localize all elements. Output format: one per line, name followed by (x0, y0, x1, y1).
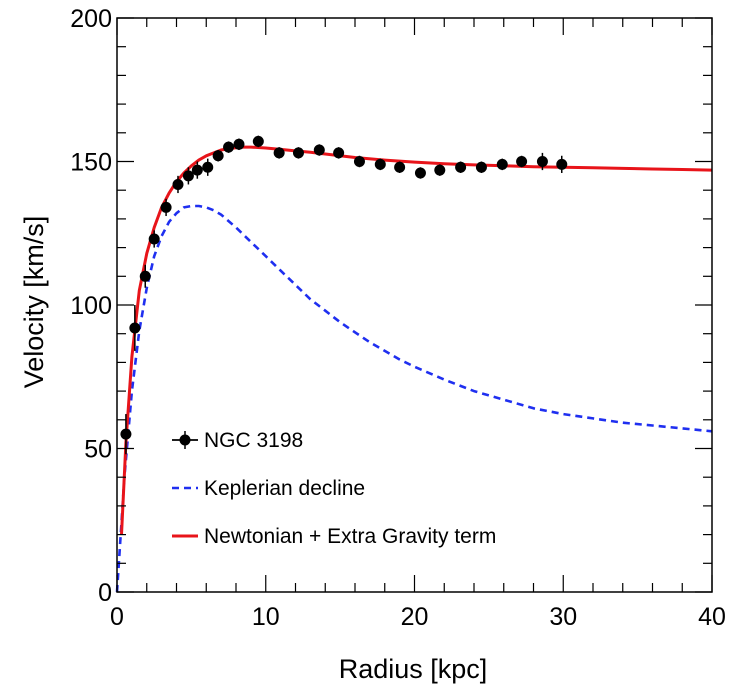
data-marker (129, 322, 141, 334)
data-point (129, 305, 141, 351)
data-marker (353, 156, 365, 167)
data-marker (333, 147, 345, 159)
legend-label: NGC 3198 (204, 429, 303, 452)
data-marker (536, 156, 548, 167)
data-point (160, 198, 172, 217)
data-marker (120, 428, 132, 440)
data-marker (516, 156, 528, 167)
y-tick-label: 0 (98, 579, 112, 607)
data-marker (292, 147, 304, 159)
data-marker (191, 164, 203, 176)
data-marker (394, 161, 406, 173)
y-tick-label: 150 (70, 149, 112, 177)
legend-label: Newtonian + Extra Gravity term (204, 525, 496, 548)
y-axis-title: Velocity [km/s] (19, 216, 49, 389)
data-point (475, 161, 487, 173)
data-marker (273, 147, 285, 159)
legend-entry: NGC 3198 (172, 429, 303, 452)
data-marker (556, 158, 568, 170)
legend-swatch-marker (179, 434, 191, 446)
data-point (212, 150, 224, 162)
x-tick-label: 20 (401, 603, 429, 631)
data-marker (496, 158, 508, 170)
x-tick-label: 40 (698, 603, 726, 631)
x-tick-label: 0 (110, 603, 124, 631)
data-point (496, 158, 508, 171)
data-point (223, 141, 235, 153)
data-point (139, 264, 151, 288)
data-point (191, 161, 203, 179)
data-point (273, 147, 285, 159)
data-point (374, 158, 386, 171)
data-point (252, 135, 264, 148)
legend-label: Keplerian decline (204, 477, 365, 500)
data-point (556, 155, 568, 173)
data-marker (434, 164, 446, 176)
data-point (120, 414, 132, 455)
data-point (353, 155, 365, 168)
series-layer (115, 135, 713, 593)
y-tick-label: 50 (84, 436, 112, 464)
legend-entry: Keplerian decline (172, 477, 365, 500)
data-point (292, 147, 304, 159)
data-point (394, 161, 406, 173)
y-tick-label: 100 (70, 292, 112, 320)
x-axis-title: Radius [kpc] (339, 654, 488, 684)
keplerian-curve (115, 204, 713, 593)
data-marker (223, 141, 235, 153)
data-marker (182, 170, 194, 182)
data-marker (252, 135, 264, 147)
x-tick-label: 10 (252, 603, 280, 631)
data-point (333, 147, 345, 159)
data-marker (475, 161, 487, 173)
data-point (414, 167, 426, 179)
data-point (434, 164, 446, 176)
data-point (148, 230, 160, 248)
data-marker (148, 233, 160, 245)
data-marker (455, 161, 467, 173)
data-marker (202, 161, 214, 173)
data-point (233, 138, 245, 151)
data-point (172, 175, 184, 194)
data-point (182, 167, 194, 185)
data-point (202, 158, 214, 176)
data-marker (374, 158, 386, 170)
data-marker (414, 167, 426, 179)
y-tick-label: 200 (70, 5, 112, 33)
data-point (516, 155, 528, 168)
data-point (536, 152, 548, 171)
data-marker (160, 201, 172, 213)
data-point (313, 144, 325, 156)
x-tick-label: 30 (549, 603, 577, 631)
data-marker (212, 150, 224, 162)
data-marker (139, 270, 151, 282)
axes-layer: 0 10 20 30 40 0 50 100 150 200 (70, 5, 726, 631)
legend-entry: Newtonian + Extra Gravity term (172, 525, 496, 548)
legend: NGC 3198 Keplerian decline Newtonian + Ext… (172, 429, 496, 548)
data-marker (233, 138, 245, 150)
data-marker (313, 144, 325, 156)
data-point (455, 161, 467, 173)
data-marker (172, 178, 184, 190)
